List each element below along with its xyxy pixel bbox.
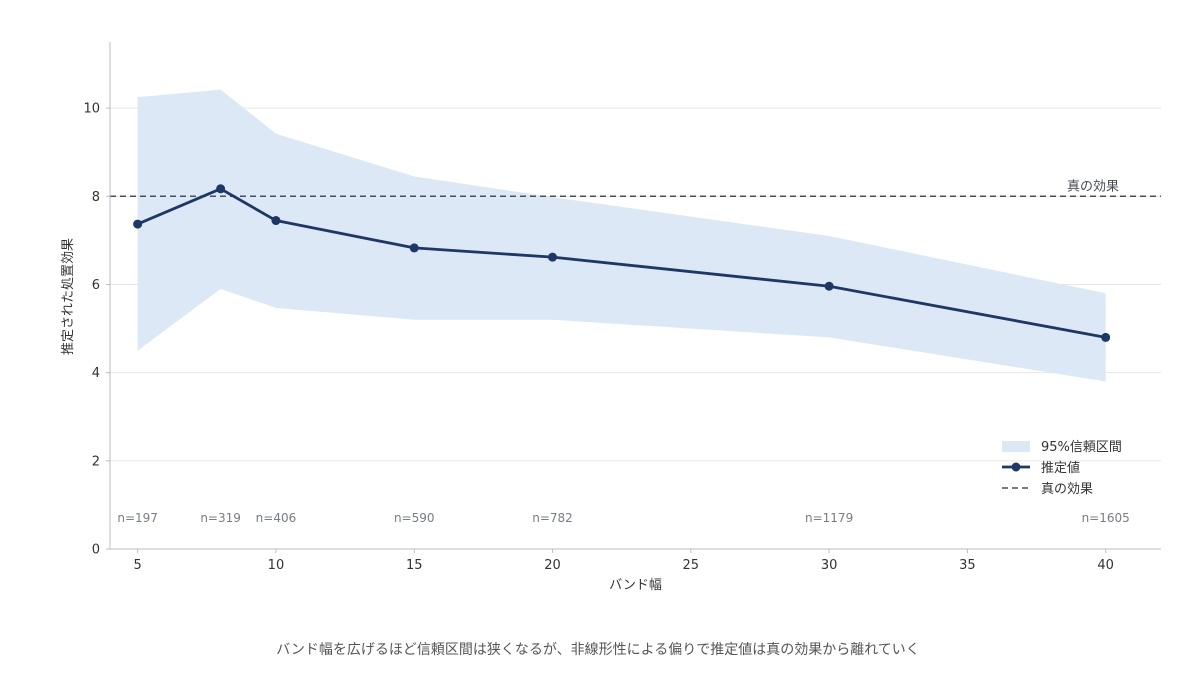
- x-tick-label: 35: [959, 558, 976, 573]
- y-tick-label: 10: [83, 102, 100, 117]
- estimate-point: [133, 219, 143, 229]
- legend-ci-label: 95%信頼区間: [1041, 440, 1122, 455]
- confidence-band: [137, 89, 1106, 382]
- estimate-point: [216, 184, 226, 194]
- y-tick-label: 6: [92, 278, 100, 293]
- sample-size-labels: n=197 n=319 n=406 n=590 n=782 n=1179 n=1605: [117, 511, 1129, 525]
- legend-true-effect-label: 真の効果: [1041, 482, 1093, 497]
- y-axis-label: 推定された処置効果: [61, 238, 76, 355]
- legend-estimate-label: 推定値: [1041, 460, 1080, 476]
- sample-size-label: n=1605: [1082, 511, 1130, 525]
- estimate-point: [271, 216, 281, 226]
- x-tick-label: 20: [544, 558, 561, 573]
- estimate-point: [548, 252, 558, 262]
- x-tick-label: 40: [1097, 558, 1114, 573]
- chart-caption: バンド幅を広げるほど信頼区間は狭くなるが、非線形性による偏りで推定値は真の効果か…: [276, 641, 920, 658]
- estimate-point: [1101, 332, 1111, 342]
- y-tick-label: 0: [92, 543, 100, 558]
- x-tick-label: 30: [821, 558, 838, 573]
- x-axis-label: バンド幅: [609, 578, 662, 593]
- sample-size-label: n=590: [394, 511, 435, 525]
- legend-estimate-marker: [1011, 462, 1021, 472]
- y-tick-label: 4: [92, 366, 100, 381]
- sample-size-label: n=197: [117, 511, 158, 525]
- x-tick-label: 10: [268, 558, 285, 573]
- x-tick-label: 25: [683, 558, 700, 573]
- sample-size-label: n=406: [256, 511, 297, 525]
- x-tick-label: 15: [406, 558, 423, 573]
- legend: 95%信頼区間 推定値 真の効果: [1002, 440, 1122, 497]
- x-tick-labels: 5 10 15 20 25 30 35 40: [134, 549, 1114, 573]
- sample-size-label: n=319: [200, 511, 241, 525]
- legend-ci-swatch: [1002, 441, 1030, 452]
- true-effect-label: 真の効果: [1067, 179, 1119, 194]
- y-tick-labels: 0 2 4 6 8 10: [83, 102, 110, 558]
- estimate-point: [824, 281, 834, 291]
- sample-size-label: n=1179: [805, 511, 853, 525]
- estimate-points: [133, 184, 1111, 342]
- sample-size-label: n=782: [532, 511, 573, 525]
- y-tick-label: 2: [92, 454, 100, 469]
- x-tick-label: 5: [134, 558, 142, 573]
- estimate-point: [409, 243, 419, 253]
- y-tick-label: 8: [92, 190, 100, 205]
